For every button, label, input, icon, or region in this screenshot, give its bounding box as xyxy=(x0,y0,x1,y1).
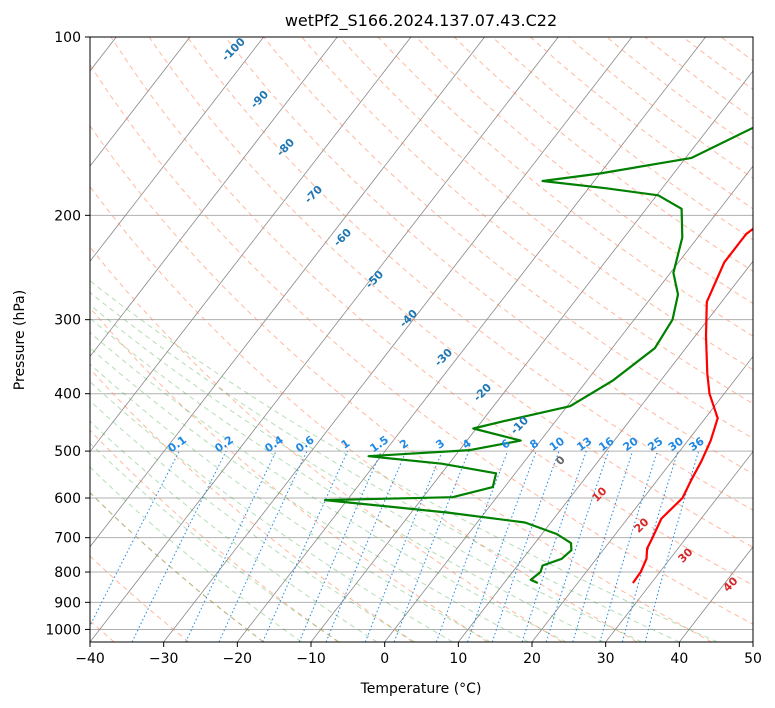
y-tick-label: 500 xyxy=(54,444,81,460)
isotherm-line xyxy=(90,37,559,642)
x-tick-label: 20 xyxy=(523,651,541,667)
isotherm-line xyxy=(605,450,753,642)
y-tick-label: 100 xyxy=(54,30,81,46)
x-axis-label: Temperature (°C) xyxy=(360,681,482,697)
mixing-ratio-line xyxy=(545,450,609,642)
x-tick-label: 10 xyxy=(449,651,467,667)
isotherm-line xyxy=(90,37,264,262)
y-tick-label: 200 xyxy=(54,208,81,224)
mixing-ratio-line xyxy=(185,450,277,642)
moist-adiabat-line xyxy=(90,280,718,642)
mixing-ratio-line xyxy=(621,450,679,642)
dry-adiabat-line xyxy=(301,37,753,405)
x-tick-label: 40 xyxy=(670,651,688,667)
x-axis: −40 −30 −20 −10 0 10 20 30 40 50 xyxy=(75,642,762,667)
y-tick-label: 400 xyxy=(54,387,81,403)
moist-adiabat-line xyxy=(90,331,567,642)
plot-frame xyxy=(89,36,754,643)
dry-adiabat-line xyxy=(90,429,339,642)
dry-adiabat-line xyxy=(90,185,638,642)
dry-adiabat-line xyxy=(568,37,753,179)
mixing-ratio-line xyxy=(467,450,537,642)
dry-adiabat-line xyxy=(339,37,753,371)
dry-adiabat-line xyxy=(186,37,753,511)
x-tick-label: −30 xyxy=(149,651,179,667)
isotherm-line xyxy=(310,70,753,642)
isotherm-line xyxy=(384,165,753,642)
y-tick-label: 300 xyxy=(54,313,81,329)
y-axis-label: Pressure (hPa) xyxy=(12,290,28,390)
dry-adiabat-line xyxy=(263,37,753,439)
x-tick-label: 0 xyxy=(380,651,389,667)
dry-adiabat-line xyxy=(606,37,753,149)
mixing-ratio-line xyxy=(298,450,382,642)
dry-adiabat-line xyxy=(90,246,563,642)
mixing-ratio-line xyxy=(325,450,407,642)
mixing-ratio-line xyxy=(599,450,658,642)
y-tick-label: 1000 xyxy=(45,622,81,638)
sounding-series xyxy=(323,126,753,585)
x-tick-label: −10 xyxy=(296,651,326,667)
isotherm-line xyxy=(90,37,485,548)
moist-adiabat-line xyxy=(90,381,453,642)
isotherm-line xyxy=(458,260,753,642)
isotherm-line xyxy=(90,37,191,167)
isotherm-line xyxy=(90,37,338,358)
mixing-ratio-line xyxy=(521,450,587,642)
isotherm-line xyxy=(237,37,706,642)
x-tick-label: 30 xyxy=(597,651,615,667)
y-tick-label: 900 xyxy=(54,595,81,611)
dry-adiabat-line xyxy=(377,37,753,337)
dewpoint-profile xyxy=(323,126,753,585)
chart-title: wetPf2_S166.2024.137.07.43.C22 xyxy=(285,11,557,31)
y-tick-label: 800 xyxy=(54,565,81,581)
x-tick-label: −20 xyxy=(223,651,253,667)
mixing-ratio-line xyxy=(218,450,308,642)
temperature-profile xyxy=(632,227,753,584)
y-axis: 100 200 300 400 500 600 700 800 900 1000 xyxy=(45,30,90,638)
dry-adiabat-line xyxy=(225,37,753,475)
y-tick-label: 600 xyxy=(54,491,81,507)
moist-adiabat-line xyxy=(90,400,416,642)
dry-adiabat-line xyxy=(110,37,753,586)
dry-adiabat-line xyxy=(148,37,753,548)
isotherm-line xyxy=(163,37,633,642)
moist-adiabat-line xyxy=(90,347,529,642)
mixing-ratio-line xyxy=(491,450,560,642)
mixing-ratio-line xyxy=(131,450,227,642)
mixing-ratio-line xyxy=(572,450,634,642)
dry-adiabat-line xyxy=(415,37,753,305)
moist-adiabat-line xyxy=(90,291,680,642)
dry-adiabat-line xyxy=(90,307,488,642)
mixing-ratio-line xyxy=(262,450,349,642)
x-tick-label: −40 xyxy=(75,651,105,667)
isotherm-line xyxy=(531,355,753,642)
background-lines xyxy=(90,37,753,642)
isotherm-line xyxy=(90,37,412,453)
moist-adiabat-line xyxy=(90,466,302,642)
dry-adiabat-line xyxy=(90,368,414,642)
x-tick-label: 50 xyxy=(744,651,762,667)
y-tick-label: 700 xyxy=(54,531,81,547)
